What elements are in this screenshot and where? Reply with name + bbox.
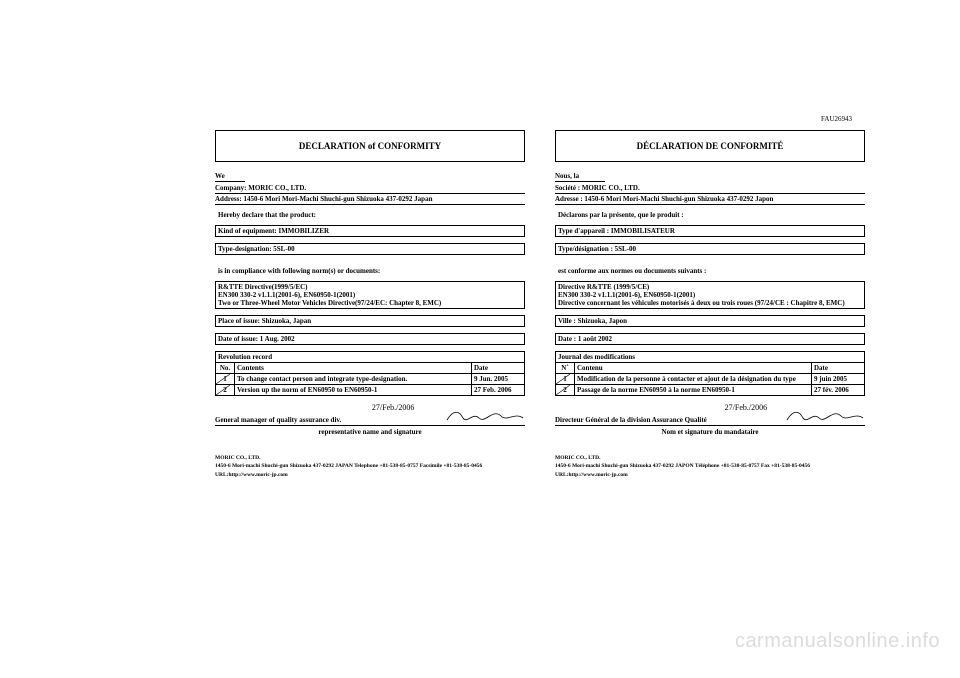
- table-row: 2 Version up the norm of EN60950 to EN60…: [216, 385, 525, 396]
- sig-date-r: 27/Feb./2006: [707, 403, 785, 412]
- directive-box-r: Directive R&TTE (1999/5/CE) EN300 330-2 …: [555, 281, 865, 309]
- footer-r: MORIC CO., LTD. 1450-6 Mori-machi Shuchi…: [555, 454, 865, 479]
- r2-d-r: 27 fév. 2006: [812, 385, 865, 396]
- signature-icon: [785, 406, 865, 424]
- r2-c: Version up the norm of EN60950 to EN6095…: [235, 385, 472, 396]
- table-row: 1 Modification de la personne à contacte…: [556, 374, 865, 385]
- title-right: DÉCLARATION DE CONFORMITÉ: [555, 130, 865, 162]
- dir-l3: Two or Three-Wheel Motor Vehicles Direct…: [218, 299, 522, 307]
- dir-l1-r: Directive R&TTE (1999/5/CE): [558, 283, 862, 291]
- record-title: Revolution record: [216, 352, 525, 363]
- type-box-r: Type/désignation : 5SL-00: [555, 243, 865, 255]
- table-row: 1 To change contact person and integrate…: [216, 374, 525, 385]
- sig-label-r: Directeur Général de la division Assuran…: [555, 416, 707, 424]
- footer-l3-r: URL:http://www.moric-jp.com: [555, 471, 865, 479]
- col-contents: Contents: [235, 363, 472, 374]
- kind-box-r: Type d'appareil : IMMOBILISATEUR: [555, 225, 865, 237]
- col-no-r: N˚: [556, 363, 575, 374]
- footer-l1: MORIC CO., LTD.: [215, 454, 525, 462]
- dir-l1: R&TTE Directive(1999/5/EC): [218, 283, 522, 291]
- footer-l3: URL:http://www.moric-jp.com: [215, 471, 525, 479]
- signature-row: General manager of quality assurance div…: [215, 406, 525, 426]
- dir-l2-r: EN300 330-2 v1.1.1(2001-6), EN60950-1(20…: [558, 291, 862, 299]
- record-title-r: Journal des modifications: [556, 352, 865, 363]
- rep-caption: representative name and signature: [215, 428, 525, 436]
- date-box: Date of issue: 1 Aug. 2002: [215, 333, 525, 345]
- table-row: 2 Passage de la norme EN60950 à la norme…: [556, 385, 865, 396]
- compliance-r: est conforme aux normes ou documents sui…: [555, 261, 865, 281]
- footer: MORIC CO., LTD. 1450-6 Mori-machi Shuchi…: [215, 454, 525, 479]
- place-box-r: Ville : Shizuoka, Japon: [555, 315, 865, 327]
- r1-c: To change contact person and integrate t…: [235, 374, 472, 385]
- record-table: Revolution record No. Contents Date 1 To…: [215, 351, 525, 396]
- col-date-r: Date: [812, 363, 865, 374]
- doc-container: DECLARATION of CONFORMITY We Company: MO…: [215, 130, 865, 479]
- sig-date: 27/Feb./2006: [341, 403, 445, 412]
- r2-d: 27 Feb. 2006: [472, 385, 525, 396]
- r1-c-r: Modification de la personne à contacter …: [575, 374, 812, 385]
- col-date: Date: [472, 363, 525, 374]
- rep-caption-r: Nom et signature du mandataire: [555, 428, 865, 436]
- signature-row-r: Directeur Général de la division Assuran…: [555, 406, 865, 426]
- address: Address: 1450-6 Mori Mori-Machi Shuchi-g…: [215, 194, 525, 205]
- record-table-r: Journal des modifications N˚ Contenu Dat…: [555, 351, 865, 396]
- we-label: We: [215, 172, 245, 182]
- r1-d: 9 Jun. 2005: [472, 374, 525, 385]
- place-box: Place of issue: Shizuoka, Japan: [215, 315, 525, 327]
- type-box: Type-designation: 5SL-00: [215, 243, 525, 255]
- col-no: No.: [216, 363, 235, 374]
- cert-right: DÉCLARATION DE CONFORMITÉ Nous, la Socié…: [555, 130, 865, 479]
- col-contents-r: Contenu: [575, 363, 812, 374]
- dir-l3-r: Directive concernant les véhicules motor…: [558, 299, 862, 307]
- cert-left: DECLARATION of CONFORMITY We Company: MO…: [215, 130, 525, 479]
- kind-box: Kind of equipment: IMMOBILIZER: [215, 225, 525, 237]
- hereby-r: Déclarons par la présente, que le produi…: [555, 205, 865, 225]
- r2-c-r: Passage de la norme EN60950 à la norme E…: [575, 385, 812, 396]
- signature-icon: [445, 406, 525, 424]
- company-r: Société : MORIC CO., LTD.: [555, 183, 865, 194]
- address-r: Adresse : 1450-6 Mori Mori-Machi Shuchi-…: [555, 194, 865, 205]
- compliance: is in compliance with following norm(s) …: [215, 261, 525, 281]
- hereby: Hereby declare that the product:: [215, 205, 525, 225]
- company: Company: MORIC CO., LTD.: [215, 183, 525, 194]
- footer-l1-r: MORIC CO., LTD.: [555, 454, 865, 462]
- dir-l2: EN300 330-2 v1.1.1(2001-6), EN60950-1(20…: [218, 291, 522, 299]
- page-code: FAU26943: [821, 115, 852, 123]
- footer-l2: 1450-6 Mori-machi Shuchi-gun Shizuoka 43…: [215, 462, 525, 470]
- watermark: carmanualsonline.info: [735, 630, 940, 653]
- r1-d-r: 9 juin 2005: [812, 374, 865, 385]
- title-left: DECLARATION of CONFORMITY: [215, 130, 525, 162]
- footer-l2-r: 1450-6 Mori-machi Shuchi-gun Shizuoka 43…: [555, 462, 865, 470]
- date-box-r: Date : 1 août 2002: [555, 333, 865, 345]
- we-label-r: Nous, la: [555, 172, 605, 182]
- sig-label: General manager of quality assurance div…: [215, 416, 341, 424]
- directive-box: R&TTE Directive(1999/5/EC) EN300 330-2 v…: [215, 281, 525, 309]
